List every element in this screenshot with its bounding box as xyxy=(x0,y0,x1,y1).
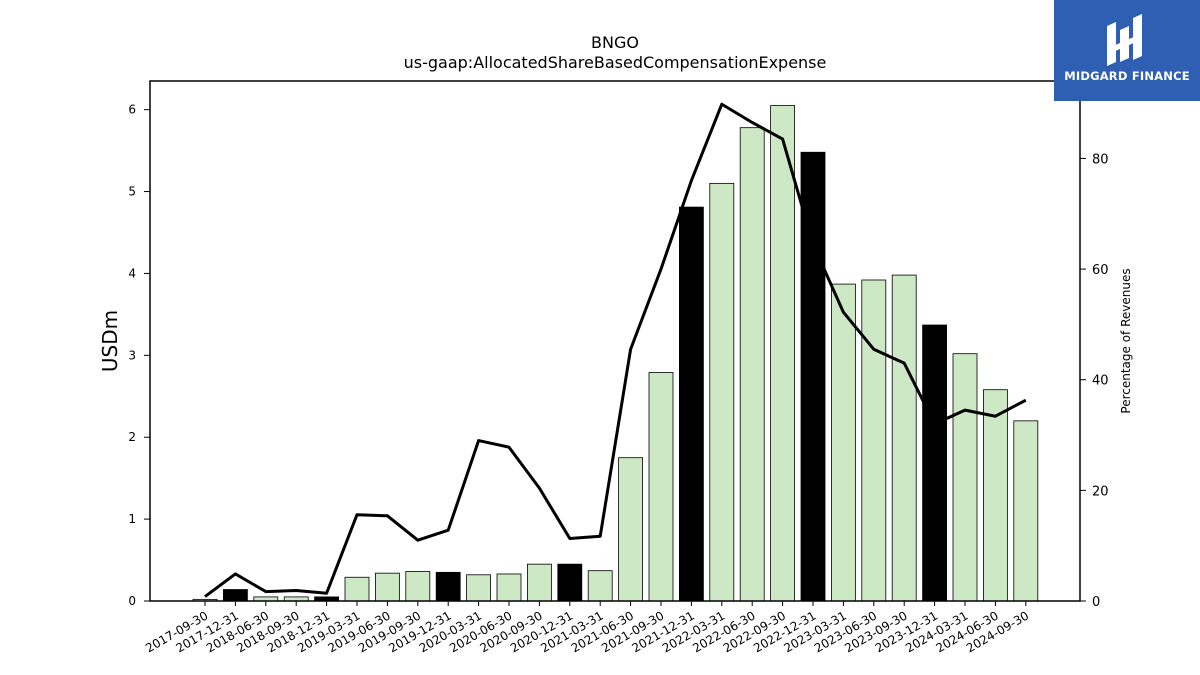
bar xyxy=(1013,420,1039,602)
y2-tick-label: 0 xyxy=(1092,595,1100,610)
y2-tick-label: 20 xyxy=(1092,484,1109,499)
bars-group xyxy=(192,105,1039,602)
y2-axis-label: Percentage of Revenues xyxy=(1119,268,1133,413)
line-group xyxy=(204,102,1027,598)
bar xyxy=(800,151,826,602)
bar xyxy=(527,563,552,602)
bar xyxy=(648,372,674,602)
bar xyxy=(709,182,735,602)
bar xyxy=(861,279,887,602)
bar xyxy=(435,571,461,602)
x-axis: 2017-09-302017-12-312018-06-302018-09-30… xyxy=(143,601,1031,655)
logo-text: MIDGARD FINANCE xyxy=(1064,69,1190,83)
plot-frame xyxy=(149,80,1081,602)
chart-subtitle: us-gaap:AllocatedShareBasedCompensationE… xyxy=(404,53,827,72)
bar xyxy=(466,574,492,602)
y2-tick-label: 80 xyxy=(1092,152,1109,167)
y2-tick-label: 60 xyxy=(1092,263,1109,278)
bar xyxy=(374,572,400,602)
chart-title: BNGO xyxy=(591,33,639,52)
bar xyxy=(983,389,1008,602)
midgard-logo-icon xyxy=(1107,14,1142,66)
bar xyxy=(891,274,917,602)
bar xyxy=(344,576,370,602)
y2-tick-label: 40 xyxy=(1092,374,1109,389)
bar xyxy=(922,324,947,602)
y-axis-label: USDm xyxy=(98,310,122,372)
bar xyxy=(770,105,795,602)
bar xyxy=(679,206,704,602)
y-tick-label: 3 xyxy=(128,348,136,362)
left-axis: 0 1 2 3 4 5 6 xyxy=(128,103,150,608)
bar xyxy=(952,353,978,602)
midgard-finance-logo: MIDGARD FINANCE xyxy=(1054,0,1200,101)
bar xyxy=(557,563,583,602)
y-tick-label: 6 xyxy=(128,103,136,117)
bar xyxy=(587,570,613,602)
bar xyxy=(496,573,522,602)
y-tick-label: 1 xyxy=(128,512,136,526)
bar xyxy=(739,127,765,602)
bar xyxy=(222,589,248,602)
bar xyxy=(405,571,431,602)
y-tick-label: 4 xyxy=(128,266,136,280)
y-tick-label: 2 xyxy=(128,430,136,444)
right-axis: 0 20 40 60 80 xyxy=(1080,152,1109,610)
y-tick-label: 5 xyxy=(128,185,136,199)
bar xyxy=(618,457,643,602)
percent-of-revenue-line xyxy=(204,102,1027,598)
bar xyxy=(831,283,856,602)
y-tick-label: 0 xyxy=(128,594,136,608)
